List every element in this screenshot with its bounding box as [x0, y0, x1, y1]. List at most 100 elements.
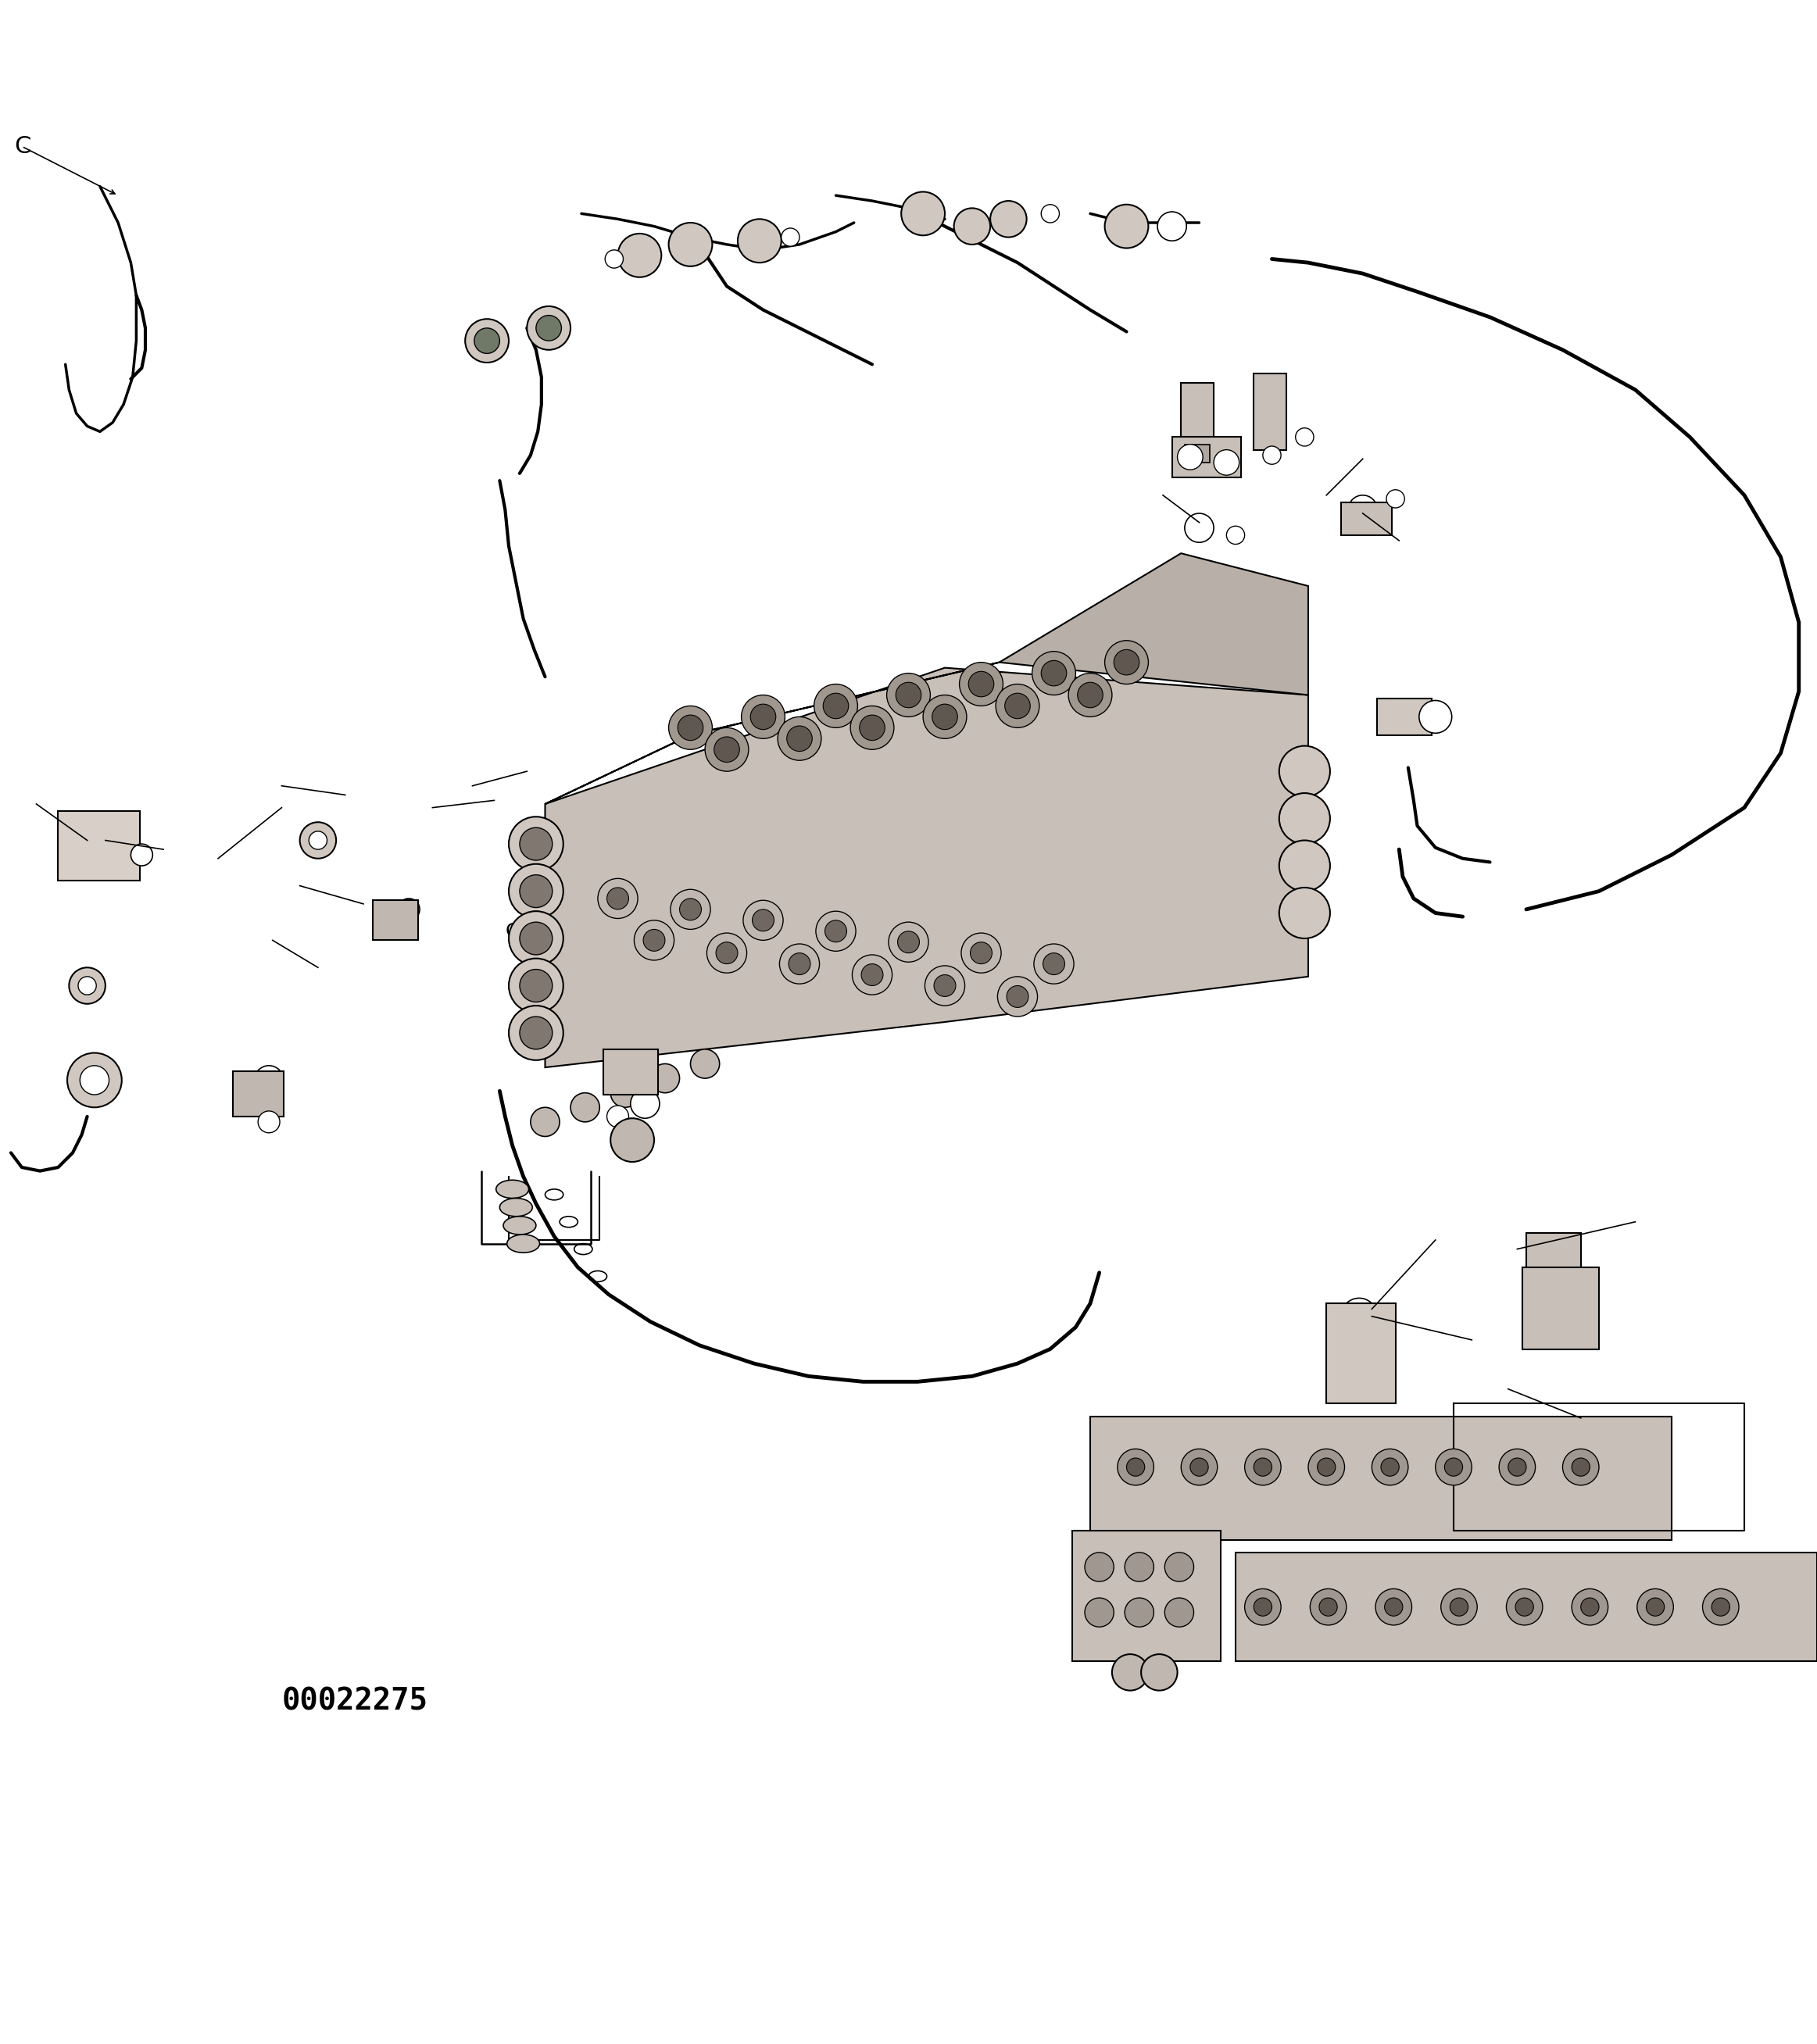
Circle shape	[959, 662, 1003, 705]
Bar	[1523, 1267, 1599, 1349]
Circle shape	[1581, 1598, 1599, 1617]
Circle shape	[1375, 1588, 1412, 1625]
Circle shape	[254, 1065, 283, 1096]
Circle shape	[78, 977, 96, 995]
Circle shape	[1085, 1598, 1114, 1627]
Circle shape	[1125, 1553, 1154, 1582]
Circle shape	[520, 828, 552, 861]
Circle shape	[1310, 1588, 1346, 1625]
Bar	[1526, 1233, 1581, 1273]
Circle shape	[1555, 1288, 1577, 1308]
Circle shape	[923, 695, 967, 738]
Circle shape	[1245, 1449, 1281, 1486]
Circle shape	[607, 1106, 629, 1128]
Circle shape	[816, 912, 856, 950]
Circle shape	[789, 953, 810, 975]
Circle shape	[1043, 953, 1065, 975]
Circle shape	[509, 818, 563, 871]
Circle shape	[1005, 693, 1030, 719]
Circle shape	[1263, 446, 1281, 464]
Circle shape	[887, 672, 930, 717]
Circle shape	[738, 219, 781, 262]
Circle shape	[634, 920, 674, 961]
Circle shape	[509, 959, 563, 1014]
Text: C: C	[505, 922, 520, 940]
Circle shape	[1712, 1598, 1730, 1617]
Circle shape	[1572, 1457, 1590, 1476]
Ellipse shape	[496, 1179, 529, 1198]
Circle shape	[1177, 444, 1203, 470]
Circle shape	[1566, 1280, 1595, 1308]
Circle shape	[823, 693, 849, 719]
Circle shape	[1114, 650, 1139, 675]
Circle shape	[1317, 1457, 1335, 1476]
Circle shape	[520, 1016, 552, 1049]
Circle shape	[465, 319, 509, 362]
Circle shape	[309, 832, 327, 850]
Circle shape	[1181, 1449, 1217, 1486]
Circle shape	[611, 1118, 654, 1161]
Circle shape	[1441, 1588, 1477, 1625]
Circle shape	[996, 685, 1039, 728]
Bar	[1090, 1416, 1672, 1539]
Circle shape	[474, 327, 500, 354]
Text: 00022275: 00022275	[282, 1686, 427, 1717]
Bar	[1377, 699, 1432, 736]
Circle shape	[787, 726, 812, 752]
Circle shape	[1279, 746, 1330, 797]
Circle shape	[1419, 701, 1452, 734]
Circle shape	[1381, 1457, 1399, 1476]
Circle shape	[509, 1006, 563, 1061]
Circle shape	[690, 1049, 720, 1079]
Circle shape	[814, 685, 858, 728]
Circle shape	[1386, 491, 1405, 507]
Circle shape	[1085, 1553, 1114, 1582]
Circle shape	[1445, 1457, 1463, 1476]
Circle shape	[571, 1094, 600, 1122]
Circle shape	[1214, 450, 1239, 474]
Circle shape	[1165, 1598, 1194, 1627]
Circle shape	[1341, 1298, 1377, 1335]
Circle shape	[961, 932, 1001, 973]
Circle shape	[618, 233, 661, 278]
Circle shape	[80, 1065, 109, 1096]
Circle shape	[69, 967, 105, 1004]
Circle shape	[643, 930, 665, 950]
Circle shape	[1041, 660, 1067, 687]
Circle shape	[669, 705, 712, 750]
Circle shape	[67, 1053, 122, 1108]
Circle shape	[859, 715, 885, 740]
Circle shape	[509, 865, 563, 918]
Circle shape	[970, 942, 992, 965]
Bar	[1185, 444, 1210, 462]
Circle shape	[1141, 1654, 1177, 1690]
Circle shape	[852, 955, 892, 995]
Circle shape	[527, 307, 571, 350]
Circle shape	[1105, 204, 1148, 247]
Circle shape	[1308, 1449, 1345, 1486]
Circle shape	[1041, 204, 1059, 223]
Bar	[233, 1071, 283, 1116]
Circle shape	[605, 249, 623, 268]
Circle shape	[750, 703, 776, 730]
Circle shape	[520, 969, 552, 1002]
Circle shape	[998, 977, 1038, 1016]
Circle shape	[1068, 672, 1112, 717]
Bar	[1254, 374, 1286, 450]
Ellipse shape	[503, 1216, 536, 1235]
Circle shape	[850, 705, 894, 750]
Circle shape	[1032, 652, 1076, 695]
Bar	[1172, 437, 1241, 476]
Circle shape	[300, 822, 336, 858]
Circle shape	[861, 965, 883, 985]
Bar	[1326, 1304, 1395, 1404]
Circle shape	[898, 932, 919, 953]
Circle shape	[1508, 1457, 1526, 1476]
Circle shape	[1563, 1449, 1599, 1486]
Circle shape	[258, 1112, 280, 1132]
Circle shape	[825, 920, 847, 942]
Bar	[372, 899, 418, 940]
Circle shape	[678, 715, 703, 740]
Circle shape	[1254, 1457, 1272, 1476]
Bar	[1341, 503, 1392, 536]
